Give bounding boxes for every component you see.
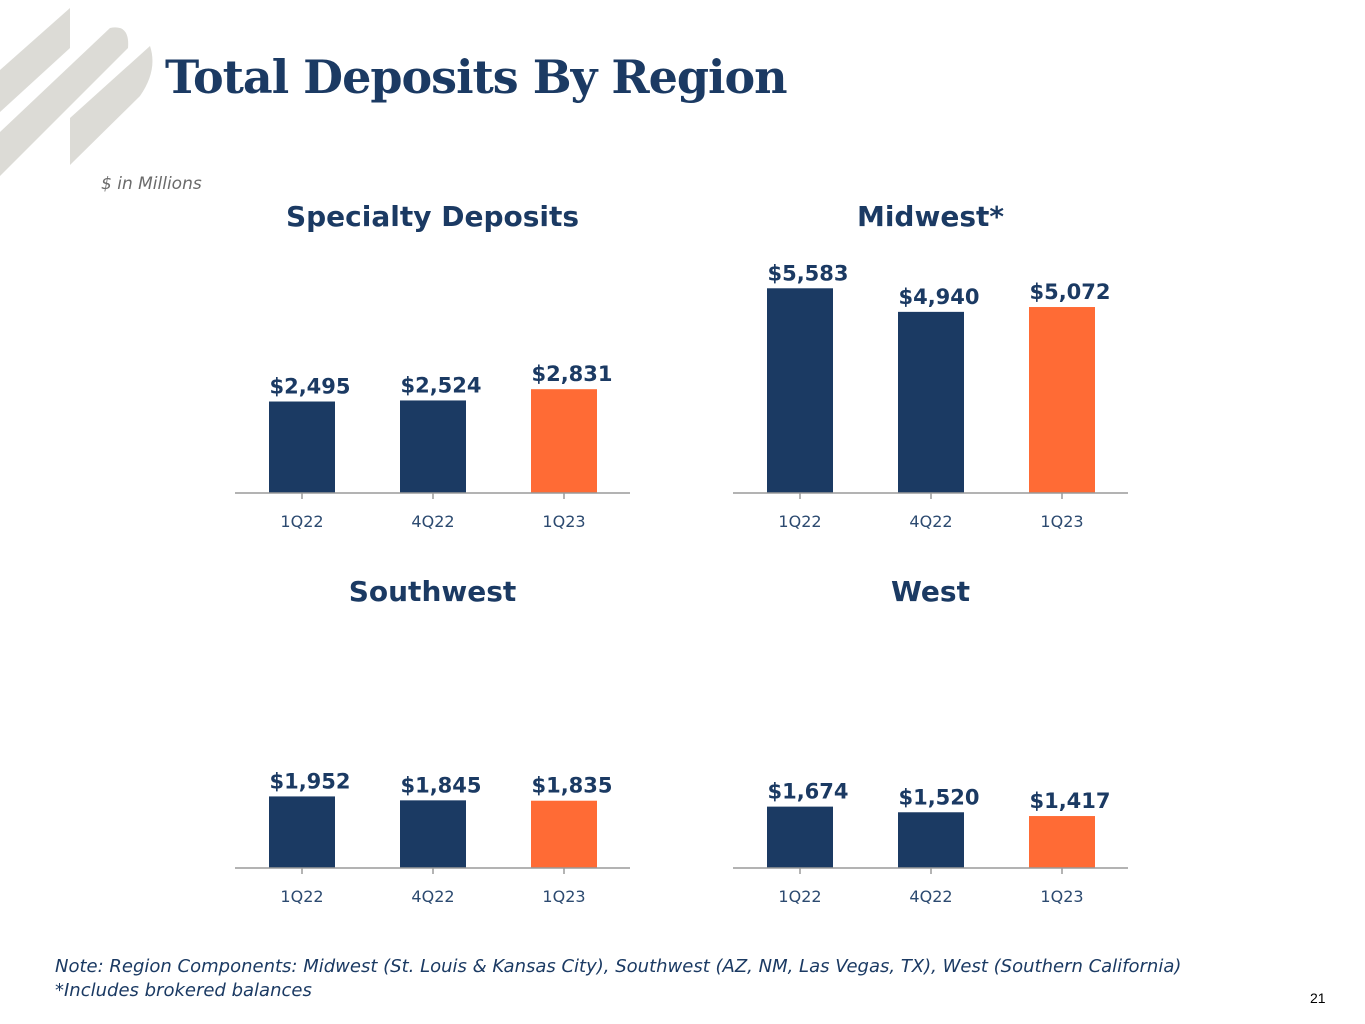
data-label: $1,845 (400, 773, 481, 797)
bar-1q22 (269, 796, 335, 868)
tick-label: 1Q23 (542, 887, 585, 906)
bar-4q22 (898, 812, 964, 868)
tick-label: 1Q22 (280, 512, 323, 531)
data-label: $1,417 (1029, 789, 1110, 813)
chart-plot: $1,674 1Q22 $1,520 4Q22 $1,417 1Q23 (733, 780, 1128, 906)
chart-title: West (891, 575, 970, 608)
bar-1q22 (269, 401, 335, 493)
tick-label: 4Q22 (411, 887, 454, 906)
chart-title: Midwest* (856, 200, 1005, 233)
data-label: $1,835 (531, 774, 612, 798)
logo-stripe (70, 46, 153, 165)
data-label: $2,495 (269, 375, 350, 399)
chart-plot: $2,495 1Q22 $2,524 4Q22 $2,831 1Q23 (235, 362, 630, 531)
bar-1q23 (1029, 816, 1095, 868)
tick-label: 1Q23 (1040, 887, 1083, 906)
data-label: $4,940 (898, 285, 979, 309)
data-label: $2,524 (400, 373, 481, 397)
tick-label: 1Q23 (542, 512, 585, 531)
bar-1q23 (1029, 307, 1095, 493)
bar-4q22 (400, 400, 466, 493)
bar-4q22 (400, 800, 466, 868)
tick-label: 4Q22 (909, 512, 952, 531)
chart-plot: $1,952 1Q22 $1,845 4Q22 $1,835 1Q23 (235, 769, 630, 906)
data-label: $1,674 (767, 780, 848, 804)
bar-1q22 (767, 806, 833, 868)
logo-stripe (0, 8, 70, 112)
bar-1q22 (767, 288, 833, 493)
data-label: $5,072 (1029, 280, 1110, 304)
company-logo (0, 8, 153, 176)
chart-southwest: Southwest $1,952 1Q22 $1,845 4Q22 $1,835 1Q23 (235, 575, 630, 915)
tick-label: 1Q22 (280, 887, 323, 906)
chart-midwest: Midwest* $5,583 1Q22 $4,940 4Q22 $5,072 1Q23 (733, 200, 1128, 540)
bar-1q23 (531, 389, 597, 493)
bar-1q23 (531, 800, 597, 868)
chart-title: Southwest (348, 575, 517, 608)
tick-label: 1Q22 (778, 887, 821, 906)
page-title: Total Deposits By Region (165, 50, 788, 104)
tick-label: 4Q22 (909, 887, 952, 906)
data-label: $2,831 (531, 362, 612, 386)
data-label: $1,952 (269, 769, 350, 793)
chart-west: West $1,674 1Q22 $1,520 4Q22 $1,417 1Q23 (733, 575, 1128, 915)
units-note: $ in Millions (101, 174, 202, 194)
bar-4q22 (898, 311, 964, 493)
tick-label: 1Q23 (1040, 512, 1083, 531)
footnote-brokered: *Includes brokered balances (55, 980, 312, 1001)
page-number: 21 (1310, 990, 1326, 1006)
chart-title: Specialty Deposits (285, 200, 580, 233)
data-label: $1,520 (898, 785, 979, 809)
chart-plot: $5,583 1Q22 $4,940 4Q22 $5,072 1Q23 (733, 261, 1128, 531)
footnote: Note: Region Components: Midwest (St. Lo… (55, 955, 1181, 1003)
chart-specialty-deposits: Specialty Deposits $2,495 1Q22 $2,524 4Q22 $… (235, 200, 630, 540)
tick-label: 4Q22 (411, 512, 454, 531)
logo-stripe (0, 27, 129, 176)
tick-label: 1Q22 (778, 512, 821, 531)
footnote-regions: Note: Region Components: Midwest (St. Lo… (55, 956, 1182, 977)
data-label: $5,583 (767, 261, 848, 285)
